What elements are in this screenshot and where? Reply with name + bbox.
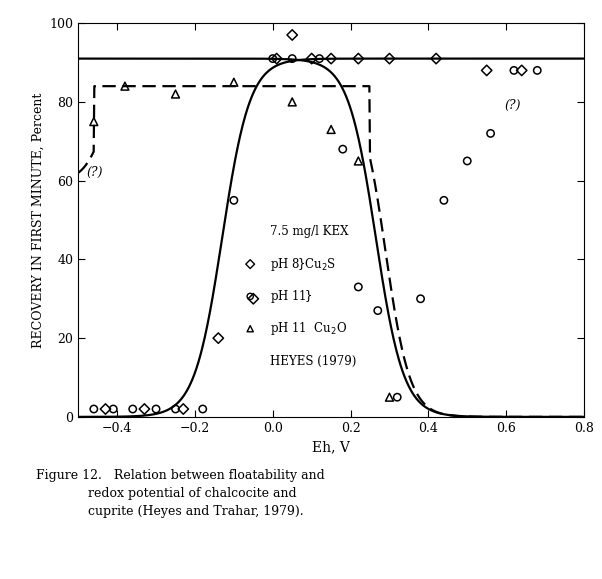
Point: [532, 66, 542, 75]
Point: [89, 404, 99, 413]
Point: [229, 78, 238, 87]
Point: [229, 196, 238, 205]
Point: [400, 411, 410, 420]
Point: [287, 97, 297, 107]
Y-axis label: RECOVERY IN FIRST MINUTE, Percent: RECOVERY IN FIRST MINUTE, Percent: [33, 92, 45, 348]
Point: [326, 125, 336, 134]
Point: [108, 404, 118, 413]
Text: Figure 12.   Relation between floatability and
             redox potential of c: Figure 12. Relation between floatability…: [36, 469, 325, 518]
Point: [486, 129, 495, 138]
Point: [393, 393, 402, 402]
Point: [120, 82, 130, 91]
Point: [315, 54, 324, 63]
Point: [338, 145, 347, 154]
Text: 7.5 mg/l KEX: 7.5 mg/l KEX: [270, 225, 349, 239]
Text: (?): (?): [86, 166, 102, 179]
Text: HEYES (1979): HEYES (1979): [270, 354, 357, 368]
Point: [171, 404, 181, 413]
Point: [400, 411, 410, 420]
Point: [171, 89, 181, 98]
Text: pH 11  Cu$_2$O: pH 11 Cu$_2$O: [270, 320, 347, 337]
Point: [517, 66, 527, 75]
Point: [272, 54, 282, 63]
Point: [101, 404, 110, 413]
Point: [431, 54, 441, 63]
Point: [140, 404, 149, 413]
Point: [214, 334, 223, 343]
Point: [249, 294, 258, 303]
Point: [462, 156, 472, 166]
Point: [353, 156, 363, 166]
X-axis label: Eh, V: Eh, V: [312, 440, 350, 455]
Point: [268, 54, 278, 63]
Text: (?): (?): [504, 100, 521, 112]
Point: [439, 196, 448, 205]
Point: [198, 404, 208, 413]
Point: [287, 30, 297, 39]
Point: [385, 393, 394, 402]
Point: [373, 306, 383, 315]
Text: pH 8$\!\}$Cu$_2$S: pH 8$\!\}$Cu$_2$S: [270, 255, 337, 273]
Point: [385, 54, 394, 63]
Point: [482, 66, 491, 75]
Point: [353, 54, 363, 63]
Text: pH 11$\!\}$: pH 11$\!\}$: [270, 288, 313, 305]
Point: [151, 404, 161, 413]
Point: [178, 404, 188, 413]
Point: [307, 54, 317, 63]
Point: [509, 66, 519, 75]
Point: [287, 54, 297, 63]
Point: [400, 411, 410, 420]
Point: [416, 294, 426, 303]
Point: [353, 283, 363, 292]
Point: [128, 404, 137, 413]
Point: [326, 54, 336, 63]
Point: [89, 117, 99, 126]
